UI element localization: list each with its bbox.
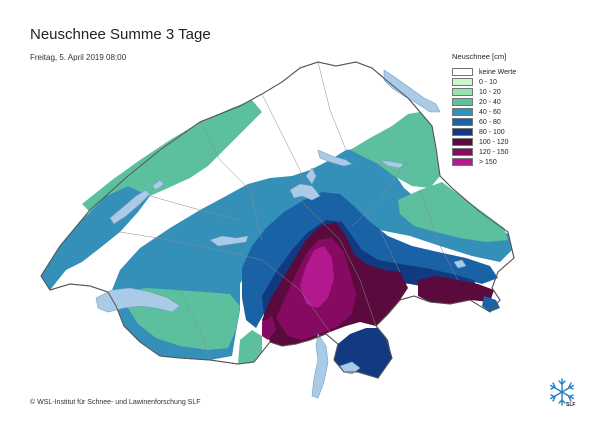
lake-zug bbox=[305, 167, 317, 185]
legend-item: > 150 bbox=[452, 157, 516, 167]
legend-items: keine Werte 0 - 10 10 - 20 20 - 40 40 - 60 60… bbox=[452, 67, 516, 167]
legend-item: 10 - 20 bbox=[452, 87, 516, 97]
legend-swatch bbox=[452, 148, 473, 156]
region-east-north bbox=[350, 112, 440, 188]
lake-neuchatel bbox=[109, 189, 151, 225]
legend-swatch bbox=[452, 118, 473, 126]
legend-label: 100 - 120 bbox=[479, 138, 509, 146]
region-jura-west bbox=[82, 100, 262, 212]
region-valais-west-120150 bbox=[262, 316, 276, 340]
legend-label: 60 - 80 bbox=[479, 118, 501, 126]
country-border bbox=[40, 61, 515, 379]
region-east-tip bbox=[482, 296, 500, 312]
legend-label: 20 - 40 bbox=[479, 98, 501, 106]
snowflake-icon bbox=[549, 378, 574, 406]
lake-bienne bbox=[151, 179, 165, 191]
lake-sils bbox=[453, 259, 467, 269]
legend-item: 80 - 100 bbox=[452, 127, 516, 137]
legend-swatch bbox=[452, 138, 473, 146]
legend-swatch bbox=[452, 128, 473, 136]
legend-swatch bbox=[452, 108, 473, 116]
legend-swatch bbox=[452, 68, 473, 76]
page-title: Neuschnee Summe 3 Tage bbox=[30, 26, 211, 43]
legend-item: 100 - 120 bbox=[452, 137, 516, 147]
legend-label: 0 - 10 bbox=[479, 78, 497, 86]
map-date: Freitag, 5. April 2019 08:00 bbox=[30, 53, 127, 62]
legend-item: 40 - 60 bbox=[452, 107, 516, 117]
lake-zurich bbox=[317, 149, 353, 167]
legend-label: 120 - 150 bbox=[479, 148, 509, 156]
legend-item: 0 - 10 bbox=[452, 77, 516, 87]
lake-maggiore bbox=[311, 333, 329, 399]
region-central-150plus bbox=[300, 246, 334, 308]
legend-label: 80 - 100 bbox=[479, 128, 505, 136]
logo-text: SLF bbox=[566, 402, 576, 408]
copyright: © WSL-Institut für Schnee- und Lawinenfo… bbox=[30, 399, 201, 406]
legend-item: 120 - 150 bbox=[452, 147, 516, 157]
lake-lucerne bbox=[289, 183, 321, 201]
legend-swatch bbox=[452, 88, 473, 96]
legend-label: 10 - 20 bbox=[479, 88, 501, 96]
legend-swatch bbox=[452, 158, 473, 166]
lake-constance bbox=[383, 69, 441, 113]
legend-label: > 150 bbox=[479, 158, 497, 166]
region-valais-sw bbox=[238, 330, 262, 364]
legend-swatch bbox=[452, 78, 473, 86]
map-legend: Neuschnee [cm] keine Werte 0 - 10 10 - 20 2… bbox=[452, 52, 516, 167]
legend-title: Neuschnee [cm] bbox=[452, 52, 507, 61]
legend-swatch bbox=[452, 98, 473, 106]
legend-label: 40 - 60 bbox=[479, 108, 501, 116]
lakes bbox=[95, 69, 467, 399]
lake-walen bbox=[379, 159, 405, 169]
legend-item: keine Werte bbox=[452, 67, 516, 77]
legend-label: keine Werte bbox=[479, 68, 517, 76]
lake-geneva bbox=[95, 287, 181, 313]
lake-thun-brienz bbox=[209, 235, 249, 247]
legend-item: 60 - 80 bbox=[452, 117, 516, 127]
region-grisons bbox=[398, 182, 508, 242]
legend-item: 20 - 40 bbox=[452, 97, 516, 107]
region-engadin-100120 bbox=[418, 276, 494, 304]
